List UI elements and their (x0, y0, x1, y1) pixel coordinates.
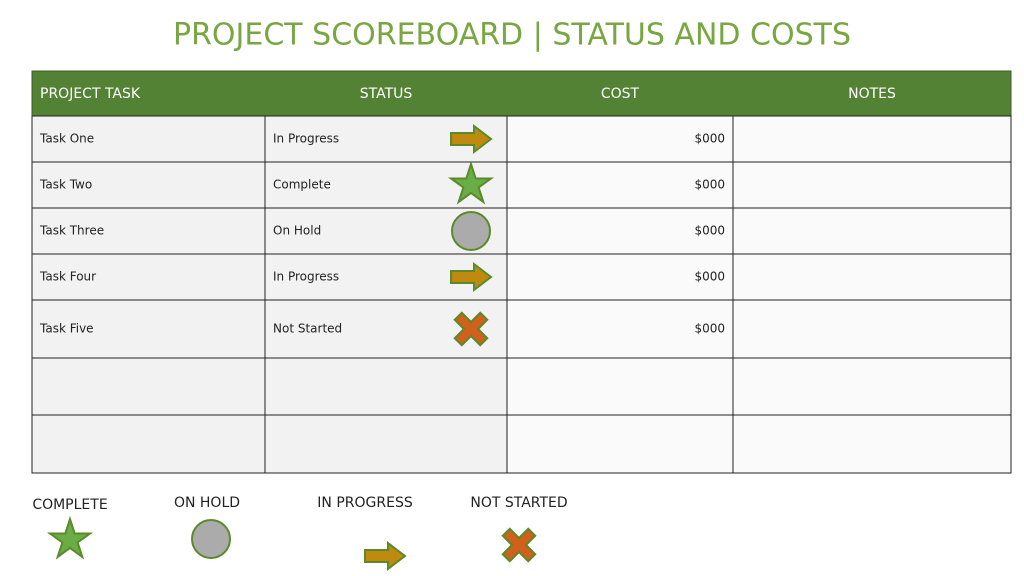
column-header: NOTES (848, 86, 896, 102)
table-cell (31, 161, 266, 209)
table-cell (732, 253, 1012, 301)
table-header (31, 70, 1012, 117)
table-cell (732, 357, 1012, 416)
arrow-icon (450, 261, 493, 293)
table-cell (732, 161, 1012, 209)
table-cell (506, 357, 734, 416)
arrow-icon (364, 540, 407, 572)
status-text: On Hold (273, 224, 321, 238)
table-cell (506, 115, 734, 163)
task-name: Task One (39, 132, 94, 146)
title: PROJECT SCOREBOARD | STATUS AND COSTS (173, 18, 851, 53)
task-name: Task Two (39, 178, 92, 192)
table-cell (31, 299, 266, 359)
status-text: In Progress (273, 132, 339, 146)
table-cell (732, 115, 1012, 163)
task-name: Task Four (39, 270, 96, 284)
table-cell (31, 115, 266, 163)
legend-label: ON HOLD (174, 495, 240, 511)
table-cell (506, 299, 734, 359)
circle-icon (191, 519, 231, 559)
status-text: In Progress (273, 270, 339, 284)
table-cell (732, 414, 1012, 474)
column-header: PROJECT TASK (40, 86, 141, 102)
table-cell (732, 207, 1012, 255)
table-cell (732, 299, 1012, 359)
cost: $000 (694, 132, 725, 146)
status-text: Not Started (273, 322, 342, 336)
status-text: Complete (273, 178, 331, 192)
cost: $000 (694, 178, 725, 192)
table-cell (264, 357, 508, 416)
column-header: STATUS (360, 86, 413, 102)
table-cell (506, 414, 734, 474)
table-cell (31, 207, 266, 255)
cost: $000 (694, 270, 725, 284)
star-icon (447, 160, 495, 205)
cost: $000 (694, 224, 725, 238)
table-cell (264, 414, 508, 474)
table-cell (506, 207, 734, 255)
arrow-icon (450, 123, 493, 155)
legend-label: IN PROGRESS (317, 495, 413, 511)
legend-label: COMPLETE (32, 497, 107, 513)
table-cell (31, 357, 266, 416)
table-cell (506, 253, 734, 301)
cross-icon (501, 527, 537, 563)
task-name: Task Five (39, 322, 94, 336)
cross-icon (453, 311, 489, 347)
task-name: Task Three (39, 224, 104, 238)
table-cell (31, 414, 266, 474)
circle-icon (451, 211, 491, 251)
column-header: COST (601, 86, 640, 102)
cost: $000 (694, 322, 725, 336)
legend-label: NOT STARTED (470, 495, 567, 511)
star-icon (46, 515, 94, 560)
